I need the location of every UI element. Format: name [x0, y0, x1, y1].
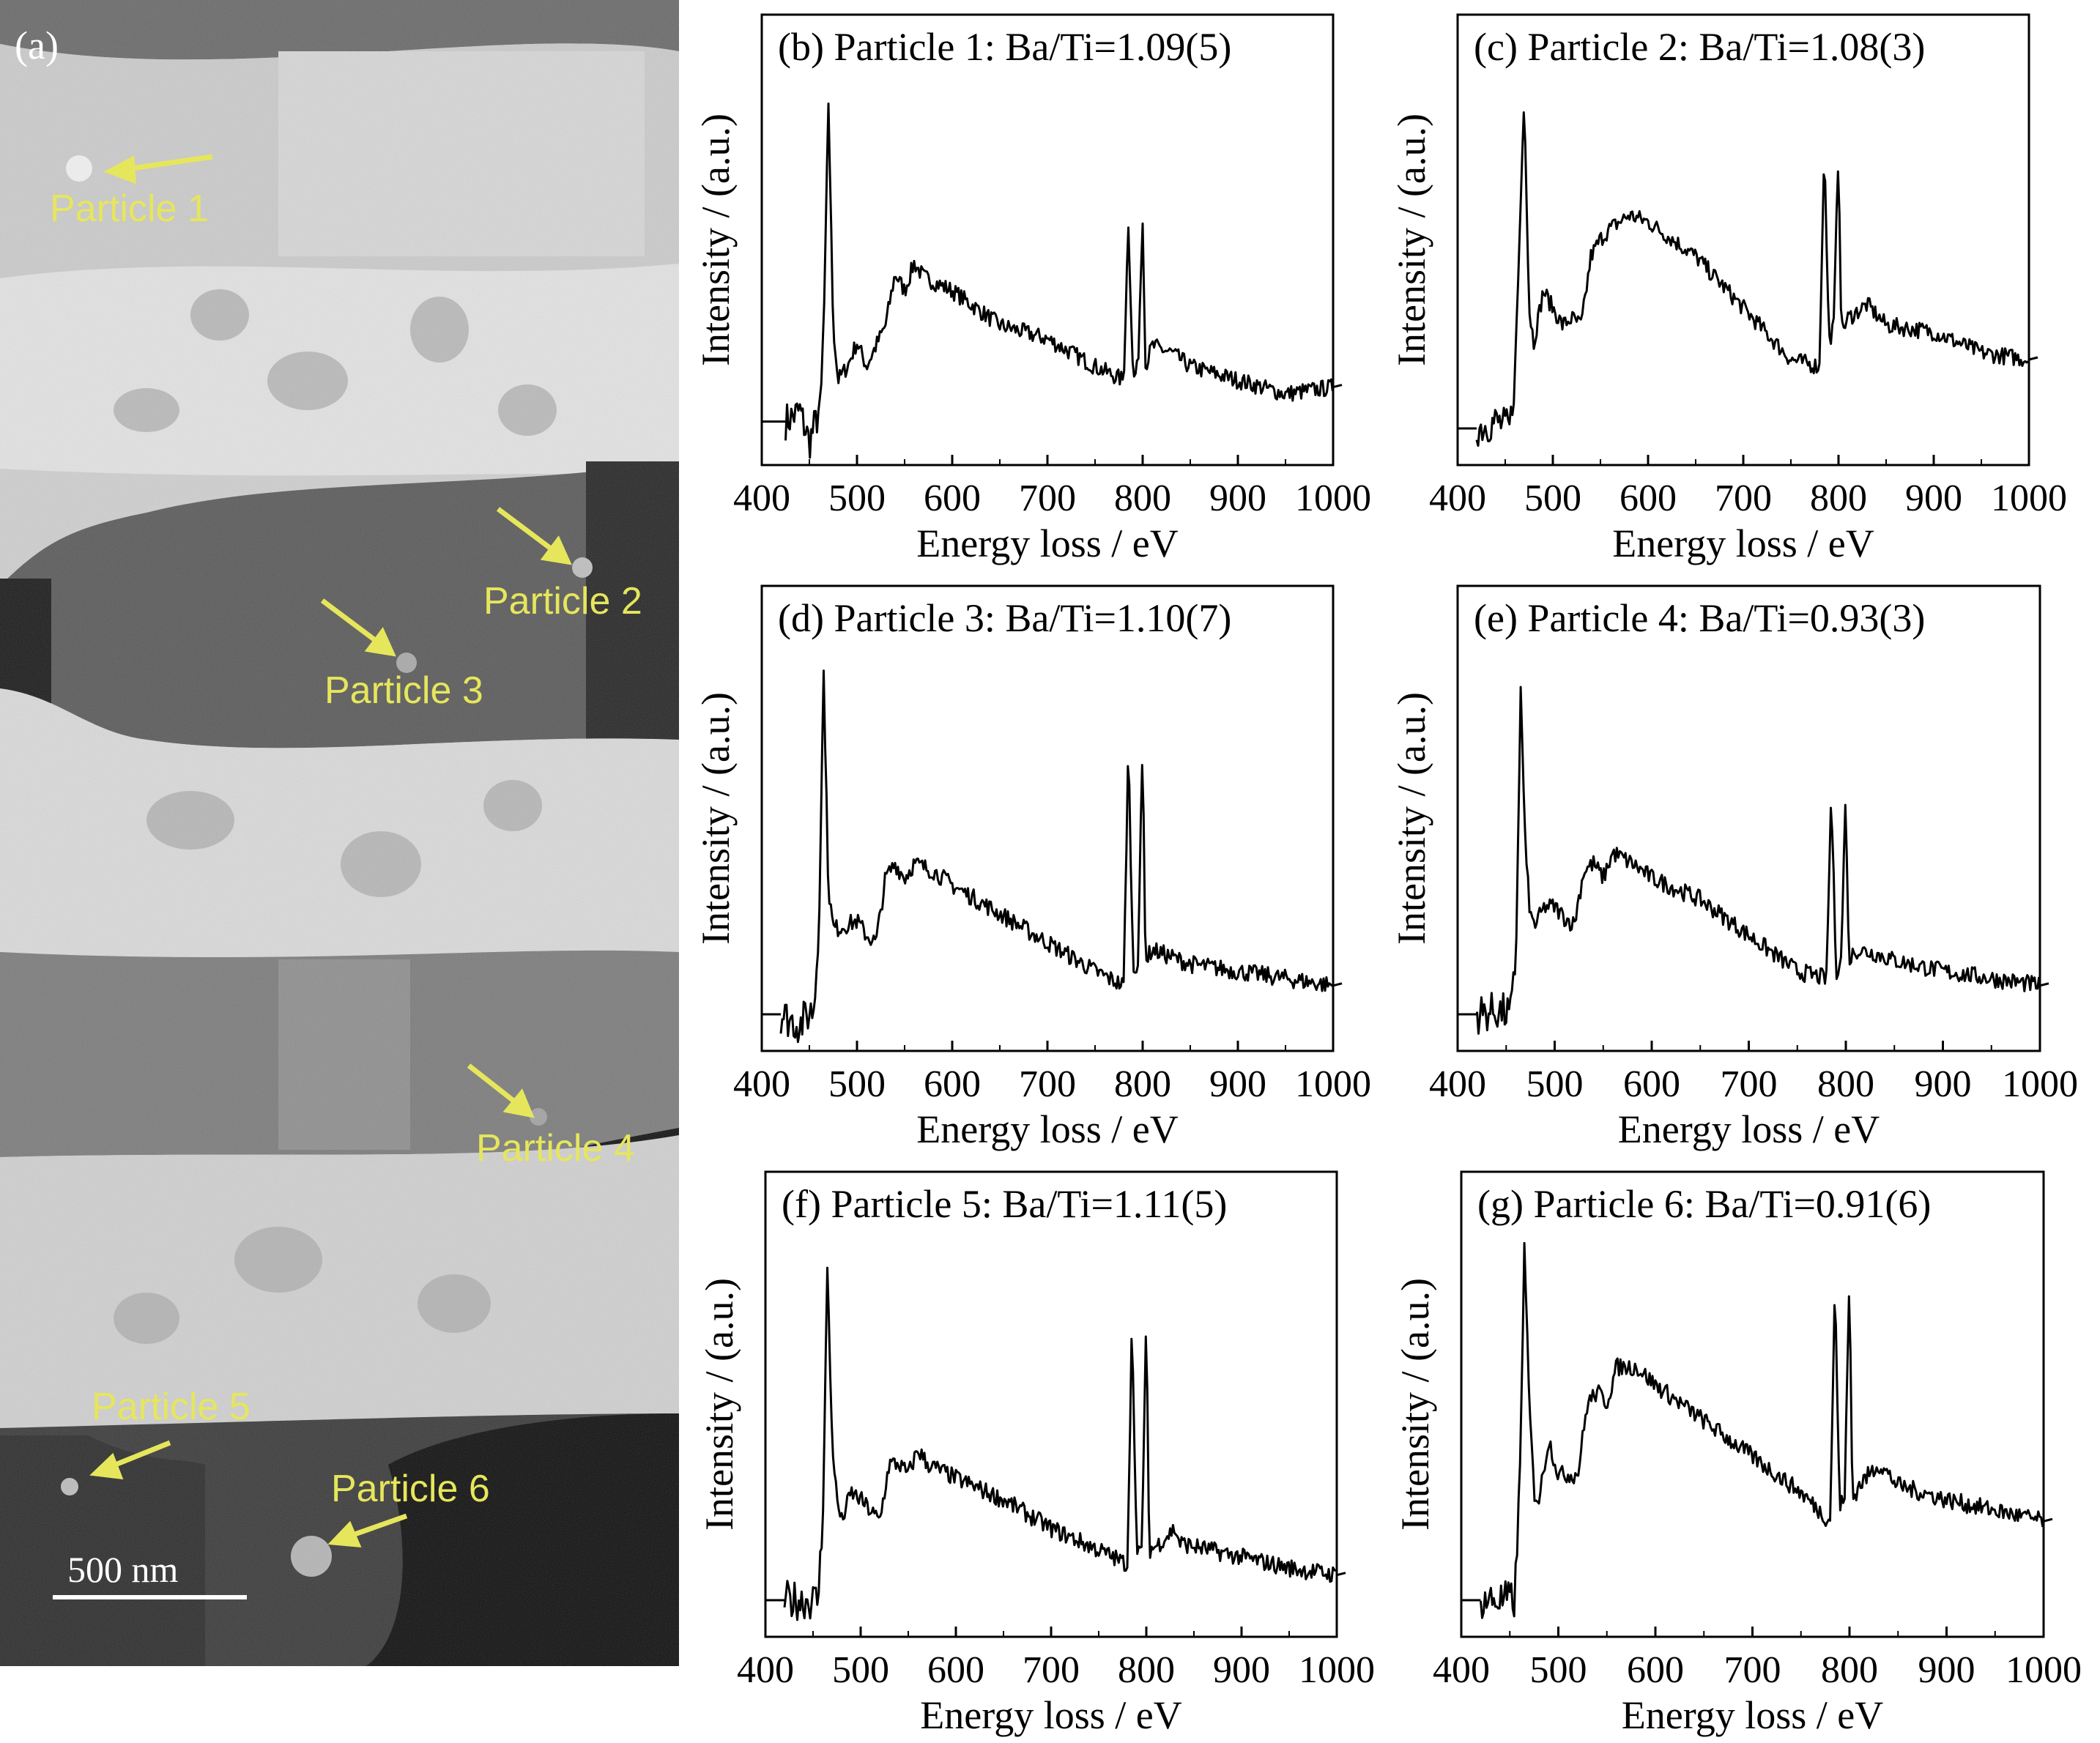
x-tick-label: 400	[733, 1063, 790, 1105]
x-tick-label: 400	[1429, 1063, 1486, 1105]
y-axis-label: Intensity / (a.u.)	[694, 692, 738, 945]
panel-title: (g) Particle 6: Ba/Ti=0.91(6)	[1477, 1182, 1931, 1226]
x-tick-label: 600	[924, 1063, 981, 1105]
end-stub	[1332, 384, 1343, 389]
panel-title: (c) Particle 2: Ba/Ti=1.08(3)	[1474, 25, 1925, 69]
x-tick-label: 800	[1114, 1063, 1171, 1105]
y-axis-label: Intensity / (a.u.)	[1390, 692, 1433, 945]
x-axis-label: Energy loss / eV	[920, 1693, 1181, 1737]
end-stub	[1332, 982, 1343, 987]
x-tick-label: 800	[1810, 477, 1867, 519]
x-tick-label: 600	[927, 1649, 984, 1691]
x-tick-label: 500	[828, 1063, 886, 1105]
x-tick-label: 500	[1524, 477, 1581, 519]
x-tick-label: 800	[1114, 477, 1171, 519]
spectrum-line	[784, 103, 1334, 459]
y-axis-label: Intensity / (a.u.)	[1390, 114, 1433, 366]
spectrum-line	[1476, 685, 2041, 1035]
x-tick-label: 900	[1213, 1649, 1270, 1691]
x-tick-label: 1000	[2002, 1063, 2078, 1105]
x-tick-label: 1000	[1295, 477, 1371, 519]
y-axis-label: Intensity / (a.u.)	[1393, 1278, 1437, 1531]
spectrum-line	[1475, 111, 2029, 447]
spectrum-panel-4: 400 500 600 700 800 900 1000 Energy loss / eV In…	[1390, 584, 2078, 1151]
x-axis-label: Energy loss / eV	[916, 1107, 1178, 1151]
particle-label-6: Particle 6	[331, 1468, 490, 1510]
x-tick-label: 1000	[2006, 1649, 2082, 1691]
grain-texture	[0, 0, 679, 1666]
scale-bar-label: 500 nm	[67, 1549, 179, 1590]
x-tick-label: 500	[828, 477, 886, 519]
panel-title: (b) Particle 1: Ba/Ti=1.09(5)	[778, 25, 1231, 69]
panel-label-a: (a)	[15, 23, 59, 67]
plot-frame	[1456, 13, 2030, 467]
spectrum-panel-1: 400 500 600 700 800 900 1000 Energy loss / eV In…	[694, 13, 1371, 565]
spectrum-line	[783, 1266, 1337, 1621]
x-tick-label: 700	[1715, 477, 1772, 519]
x-tick-label: 700	[1019, 1063, 1076, 1105]
particle-label-1: Particle 1	[50, 187, 209, 230]
x-tick-label: 600	[924, 477, 981, 519]
end-stub	[2043, 1517, 2053, 1523]
panel-title: (e) Particle 4: Ba/Ti=0.93(3)	[1474, 596, 1925, 640]
particle-label-2: Particle 2	[483, 580, 642, 622]
end-stub	[2039, 982, 2049, 987]
x-tick-label: 700	[1721, 1063, 1778, 1105]
x-tick-label: 400	[737, 1649, 794, 1691]
x-tick-label: 1000	[1299, 1649, 1375, 1691]
spectrum-line	[779, 669, 1333, 1044]
x-tick-label: 600	[1623, 1063, 1680, 1105]
x-axis-label: Energy loss / eV	[1612, 521, 1874, 565]
particle-label-group: Particle 1 Particle 2 Particle 3 Particl…	[50, 187, 642, 1510]
end-stub	[1336, 1572, 1346, 1577]
scale-bar	[53, 1595, 247, 1599]
x-tick-label: 400	[733, 477, 790, 519]
y-axis-label: Intensity / (a.u.)	[694, 114, 738, 366]
plot-frame	[760, 13, 1335, 467]
x-tick-label: 1000	[1991, 477, 2067, 519]
x-tick-label: 400	[1429, 477, 1486, 519]
plot-frame	[1460, 1170, 2045, 1638]
x-axis-label: Energy loss / eV	[1618, 1107, 1880, 1151]
x-tick-label: 500	[1530, 1649, 1587, 1691]
particle-label-5: Particle 5	[92, 1386, 251, 1428]
panel-title: (d) Particle 3: Ba/Ti=1.10(7)	[778, 596, 1231, 640]
x-tick-label: 700	[1023, 1649, 1080, 1691]
x-tick-label: 500	[1526, 1063, 1584, 1105]
x-tick-label: 400	[1433, 1649, 1490, 1691]
micrograph-panel: (a) Particle 1 Particle 2 Particle 3 Par…	[0, 0, 679, 1666]
spectrum-panel-6: 400 500 600 700 800 900 1000 Energy loss / eV In…	[1393, 1170, 2082, 1737]
x-tick-label: 900	[1905, 477, 1962, 519]
x-tick-label: 900	[1915, 1063, 1972, 1105]
spectrum-panel-5: 400 500 600 700 800 900 1000 Energy loss / eV In…	[697, 1170, 1375, 1737]
particle-label-3: Particle 3	[324, 669, 483, 712]
x-tick-label: 800	[1118, 1649, 1175, 1691]
x-tick-label: 800	[1817, 1063, 1874, 1105]
x-tick-label: 1000	[1295, 1063, 1371, 1105]
particle-label-4: Particle 4	[476, 1127, 635, 1170]
end-stub	[2028, 356, 2038, 361]
panel-title: (f) Particle 5: Ba/Ti=1.11(5)	[782, 1182, 1227, 1226]
y-axis-label: Intensity / (a.u.)	[697, 1278, 741, 1531]
spectrum-line	[1480, 1241, 2044, 1619]
x-tick-label: 600	[1627, 1649, 1684, 1691]
x-tick-label: 600	[1619, 477, 1677, 519]
x-tick-label: 900	[1209, 1063, 1266, 1105]
x-axis-label: Energy loss / eV	[1622, 1693, 1883, 1737]
particle-arrows	[89, 154, 572, 1548]
x-tick-label: 500	[832, 1649, 889, 1691]
x-tick-label: 700	[1019, 477, 1076, 519]
x-tick-label: 800	[1821, 1649, 1878, 1691]
x-tick-label: 900	[1918, 1649, 1975, 1691]
plot-frame	[764, 1170, 1338, 1638]
x-axis-label: Energy loss / eV	[916, 521, 1178, 565]
spectrum-panel-2: 400 500 600 700 800 900 1000 Energy loss / eV In…	[1390, 13, 2067, 565]
spectrum-panel-3: 400 500 600 700 800 900 1000 Energy loss / eV In…	[694, 584, 1371, 1151]
x-tick-label: 700	[1724, 1649, 1781, 1691]
plot-frame	[1456, 584, 2041, 1052]
x-tick-label: 900	[1209, 477, 1266, 519]
